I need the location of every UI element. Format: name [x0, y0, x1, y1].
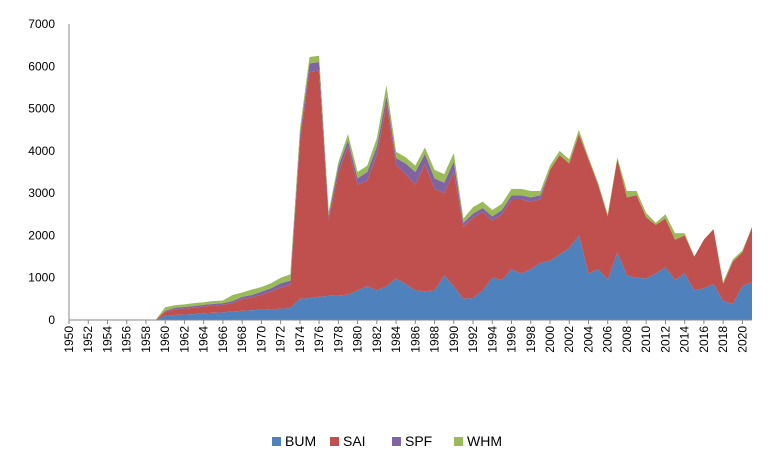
x-tick-label: 2000	[543, 326, 557, 353]
x-tick-label: 1990	[447, 326, 461, 353]
x-tick-label: 2002	[562, 326, 576, 353]
legend-label-sai: SAI	[343, 433, 366, 449]
x-tick-label: 1958	[139, 326, 153, 353]
x-tick-label: 1950	[62, 326, 76, 353]
legend-label-spf: SPF	[405, 433, 432, 449]
y-tick-labels: 0 1000 2000 3000 4000 5000 6000 7000	[28, 17, 55, 327]
x-tick-label: 2010	[639, 326, 653, 353]
axes-group	[68, 24, 752, 321]
x-tick-label: 2016	[697, 326, 711, 353]
x-tick-label: 1964	[197, 326, 211, 353]
x-tick-label: 1956	[120, 326, 134, 353]
x-tick-label: 1972	[274, 326, 288, 353]
legend-swatch-bum	[272, 437, 281, 446]
y-tick-label: 5000	[28, 102, 55, 116]
x-tick-label: 1998	[524, 326, 538, 353]
x-tick-labels: 1950 1952 1954 1956 1958 1960 1962 1964 1966 1968…	[62, 320, 749, 353]
legend-swatch-spf	[392, 437, 401, 446]
x-tick-label: 1982	[370, 326, 384, 353]
x-tick-label: 2008	[620, 326, 634, 353]
area-series-group	[69, 55, 752, 321]
x-tick-label: 2020	[735, 326, 749, 353]
area-sai	[69, 70, 752, 320]
y-tick-label: 2000	[28, 228, 55, 242]
x-tick-label: 1970	[254, 326, 268, 353]
x-tick-label: 1968	[235, 326, 249, 353]
legend-swatch-sai	[330, 437, 339, 446]
y-tick-label: 3000	[28, 186, 55, 200]
y-tick-label: 6000	[28, 59, 55, 73]
x-tick-label: 1994	[485, 326, 499, 353]
x-tick-label: 1960	[158, 326, 172, 353]
x-tick-label: 1988	[428, 326, 442, 353]
legend-label-whm: WHM	[467, 433, 502, 449]
y-tick-label: 1000	[28, 271, 55, 285]
area-bum	[69, 235, 752, 320]
x-tick-label: 2006	[601, 326, 615, 353]
x-tick-label: 1966	[216, 326, 230, 353]
legend-label-bum: BUM	[285, 433, 316, 449]
x-tick-label: 1974	[293, 326, 307, 353]
y-tick-label: 7000	[28, 17, 55, 31]
x-tick-label: 2004	[581, 326, 595, 353]
y-tick-label: 0	[48, 313, 55, 327]
x-tick-label: 1976	[312, 326, 326, 353]
legend: BUM SAI SPF WHM	[272, 433, 502, 449]
legend-swatch-whm	[454, 437, 463, 446]
x-tick-label: 1954	[100, 326, 114, 353]
x-tick-label: 1980	[351, 326, 365, 353]
x-tick-label: 1986	[408, 326, 422, 353]
x-tick-label: 1992	[466, 326, 480, 353]
y-tick-label: 4000	[28, 144, 55, 158]
x-tick-label: 1952	[81, 326, 95, 353]
x-tick-label: 1984	[389, 326, 403, 353]
x-tick-label: 2018	[716, 326, 730, 353]
x-tick-label: 2012	[658, 326, 672, 353]
x-tick-label: 1996	[505, 326, 519, 353]
x-tick-label: 1978	[331, 326, 345, 353]
x-tick-label: 2014	[678, 326, 692, 353]
x-tick-label: 1962	[177, 326, 191, 353]
